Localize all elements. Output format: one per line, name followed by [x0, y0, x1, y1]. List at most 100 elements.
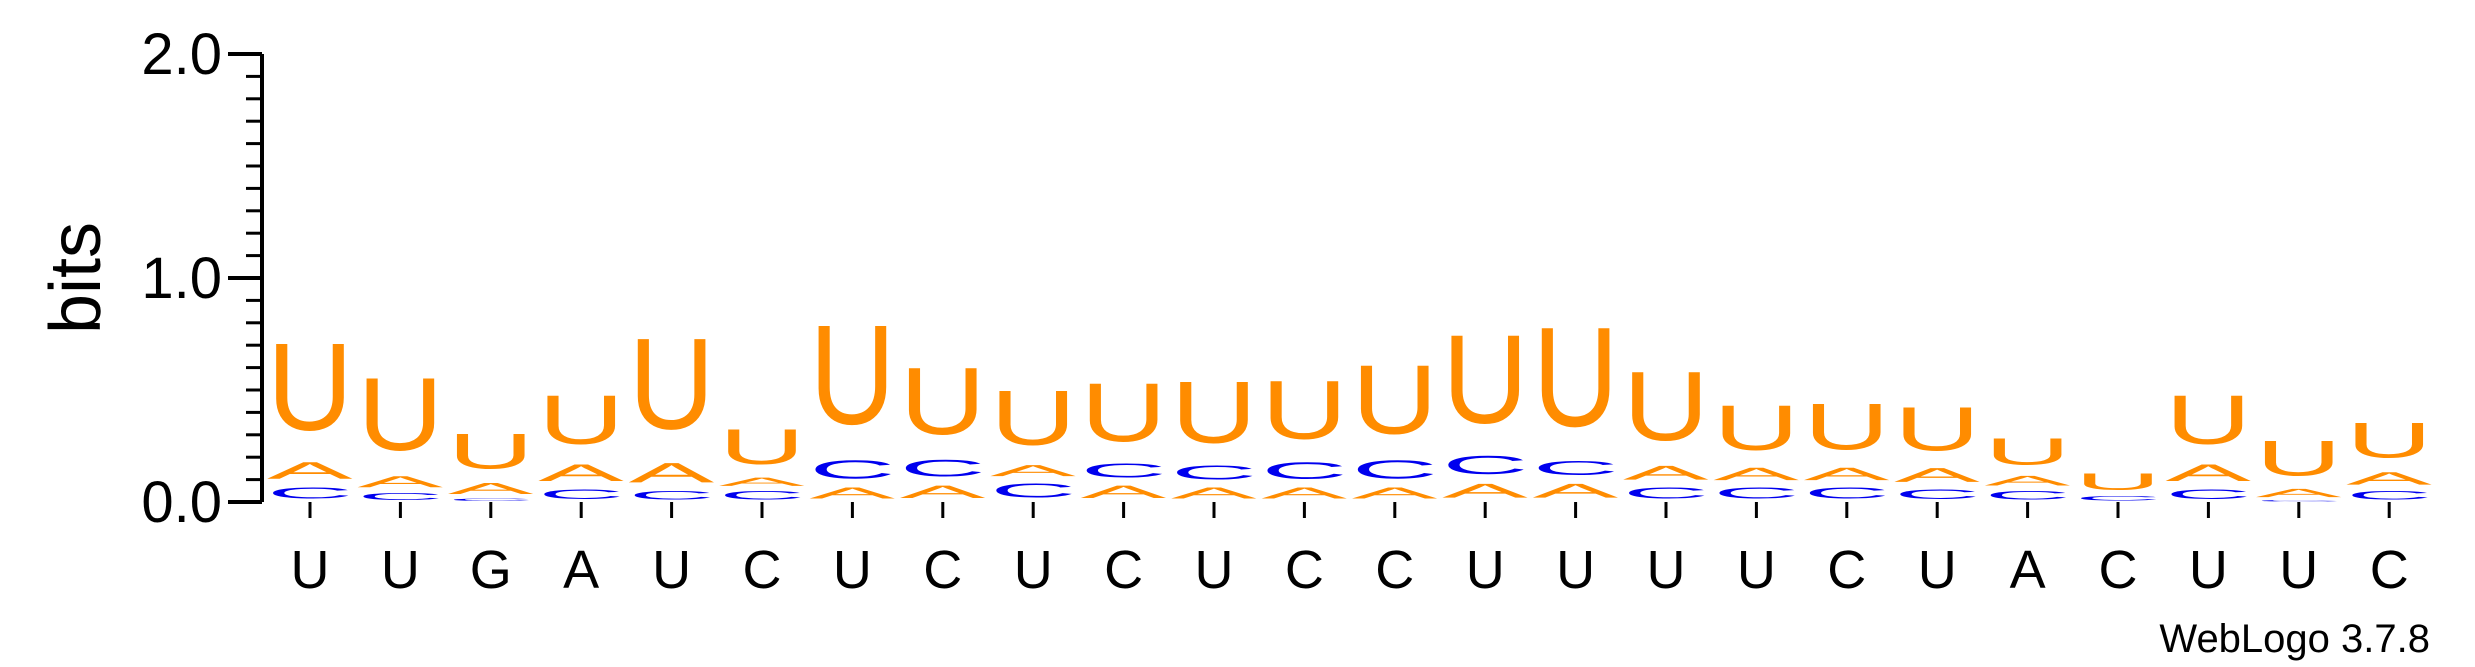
logo-letter-A: A	[1713, 464, 1799, 484]
logo-letter-U: U	[990, 375, 1076, 462]
logo-letter-A: A	[448, 480, 534, 498]
logo-letter-C: C	[1623, 484, 1709, 502]
logo-letter-C: C	[1533, 457, 1619, 479]
logo-letter-C: C	[2165, 486, 2251, 502]
x-tick-label: U	[1466, 540, 1505, 600]
y-axis-label: bits	[36, 222, 116, 334]
logo-letter-C: C	[719, 488, 805, 501]
logo-letter-A: A	[900, 482, 986, 502]
logo-letter-A: A	[2256, 486, 2342, 499]
x-tick-label: C	[923, 540, 962, 600]
x-tick-label: C	[1827, 540, 1866, 600]
x-tick-label: C	[1285, 540, 1324, 600]
logo-letter-A: A	[1894, 464, 1981, 486]
logo-letter-U: U	[357, 356, 443, 472]
logo-letter-U: U	[2346, 413, 2432, 469]
logo-letter-A: A	[267, 457, 353, 484]
x-tick-label: U	[1647, 540, 1686, 600]
logo-letter-U: U	[900, 347, 986, 454]
logo-letter-A: A	[357, 473, 443, 491]
y-tick-label: 2.0	[141, 22, 222, 87]
logo-letter-U: U	[1623, 352, 1709, 462]
x-tick-label: U	[1014, 540, 1053, 600]
x-tick-label: C	[743, 540, 782, 600]
logo-letter-U: U	[2256, 430, 2342, 486]
x-tick-label: U	[2279, 540, 2318, 600]
logo-letter-A: A	[1985, 473, 2071, 489]
weblogo-credit: WebLogo 3.7.8	[2159, 617, 2430, 661]
logo-letter-C: C	[809, 455, 895, 484]
logo-letter-U: U	[1171, 363, 1257, 461]
logo-letter-C: C	[1352, 455, 1438, 484]
logo-letter-U: U	[1985, 430, 2071, 473]
logo-letter-C: C	[2346, 488, 2432, 501]
logo-letter-C: C	[538, 486, 624, 502]
logo-letter-A: A	[1623, 462, 1710, 484]
logo-letter-A: A	[719, 475, 805, 488]
logo-letter-A: A	[1533, 480, 1620, 502]
x-tick-label: A	[563, 540, 599, 600]
x-tick-label: C	[2099, 540, 2138, 600]
logo-letter-U: U	[538, 381, 624, 459]
logo-letter-C: C	[1713, 484, 1799, 502]
logo-letter-A: A	[1352, 484, 1438, 502]
logo-letter-U: U	[629, 312, 715, 457]
x-tick-label: C	[1104, 540, 1143, 600]
logo-letter-A: A	[809, 484, 895, 502]
logo-letter-A: A	[538, 459, 624, 486]
logo-letter-C: C	[1894, 486, 1980, 502]
x-tick-label: C	[2370, 540, 2409, 600]
logo-letter-C: C	[1442, 451, 1528, 480]
x-tick-label: U	[1737, 540, 1776, 600]
y-axis: 0.0 1.0 2.0	[141, 22, 264, 535]
x-tick-label: U	[652, 540, 691, 600]
logo-letter-C: C	[1171, 462, 1257, 484]
logo-letter-A: A	[1171, 484, 1257, 502]
logo-letter-C: C	[900, 455, 986, 482]
logo-letter-C: C	[1804, 484, 1890, 502]
logo-letter-C: C	[1985, 488, 2071, 501]
logo-letter-U: U	[1081, 365, 1167, 459]
logo-letter-U: U	[1804, 390, 1890, 463]
x-tick-label: A	[2010, 540, 2046, 600]
logo-letter-C: C	[1081, 460, 1167, 482]
x-tick-label: C	[1375, 540, 1414, 600]
logo-letter-C: C	[267, 484, 353, 502]
logo-letter-C: C	[2075, 495, 2161, 502]
logo-letter-U: U	[719, 419, 805, 475]
x-tick-label: G	[470, 540, 512, 600]
x-tick-label: U	[1195, 540, 1234, 600]
logo-letter-C: C	[990, 480, 1076, 502]
logo-letter-C: C	[629, 488, 715, 501]
logo-letter-U: U	[267, 318, 353, 457]
logo-letter-U: U	[1352, 345, 1438, 455]
x-tick-label: U	[2189, 540, 2228, 600]
logo-letter-U: U	[809, 295, 895, 454]
x-tick-label: U	[1556, 540, 1595, 600]
logo-letter-A: A	[2346, 468, 2432, 488]
logo-letter-U: U	[1533, 297, 1619, 456]
x-tick-label: U	[833, 540, 872, 600]
logo-letter-A: A	[1804, 464, 1890, 484]
logo-letter-C: C	[357, 491, 443, 502]
logo-letter-A: A	[1261, 484, 1347, 502]
logo-letter-A: A	[990, 462, 1076, 480]
logo-letter-U: U	[2075, 468, 2161, 495]
logo-letter-U: U	[1894, 395, 1980, 464]
logo-letter-U: U	[1261, 363, 1347, 457]
x-tick-label: U	[1918, 540, 1957, 600]
logo-letter-A: A	[1081, 482, 1167, 502]
logo-letter-U: U	[1442, 309, 1528, 450]
letter-stacks: CAUCAUCAUCAUCAUCAUACUACUCAUACUACUACUACUA…	[267, 295, 2432, 502]
y-tick-label: 1.0	[141, 246, 222, 311]
logo-letter-C: C	[1261, 457, 1347, 484]
logo-letter-C: C	[448, 498, 534, 502]
logo-letter-A: A	[2165, 459, 2251, 486]
logo-letter-A: A	[1442, 480, 1529, 502]
x-tick-label: U	[291, 540, 330, 600]
logo-letter-U: U	[1713, 392, 1799, 464]
logo-letter-U: U	[2165, 381, 2251, 459]
logo-letter-U: U	[448, 424, 534, 480]
logo-letter-A: A	[629, 457, 715, 488]
